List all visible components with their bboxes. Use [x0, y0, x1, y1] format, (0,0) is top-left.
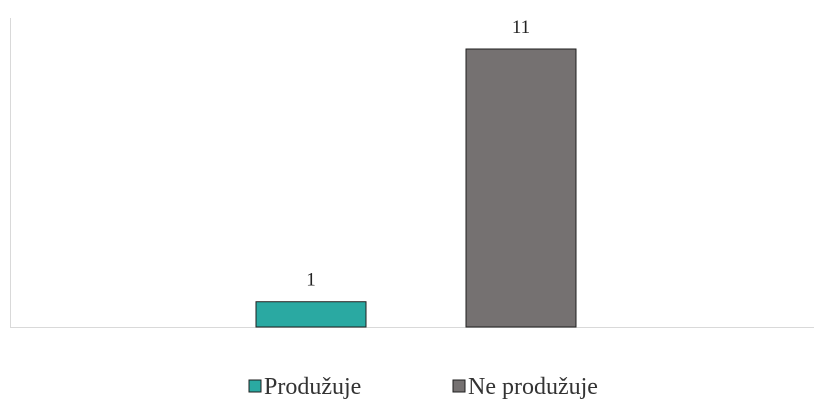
- legend-label-1: Produžuje: [264, 374, 361, 400]
- bar-1: [255, 301, 367, 328]
- legend-swatch-1: [248, 379, 262, 393]
- legend: Produžuje Ne produžuje: [248, 374, 598, 400]
- data-label-1: 1: [306, 270, 316, 291]
- legend-label-2: Ne produžuje: [468, 374, 598, 400]
- data-labels-layer: 111: [306, 17, 530, 291]
- bars-layer: [255, 48, 577, 328]
- bar-2: [465, 48, 577, 328]
- data-label-2: 11: [512, 17, 530, 38]
- legend-swatch-2: [452, 379, 466, 393]
